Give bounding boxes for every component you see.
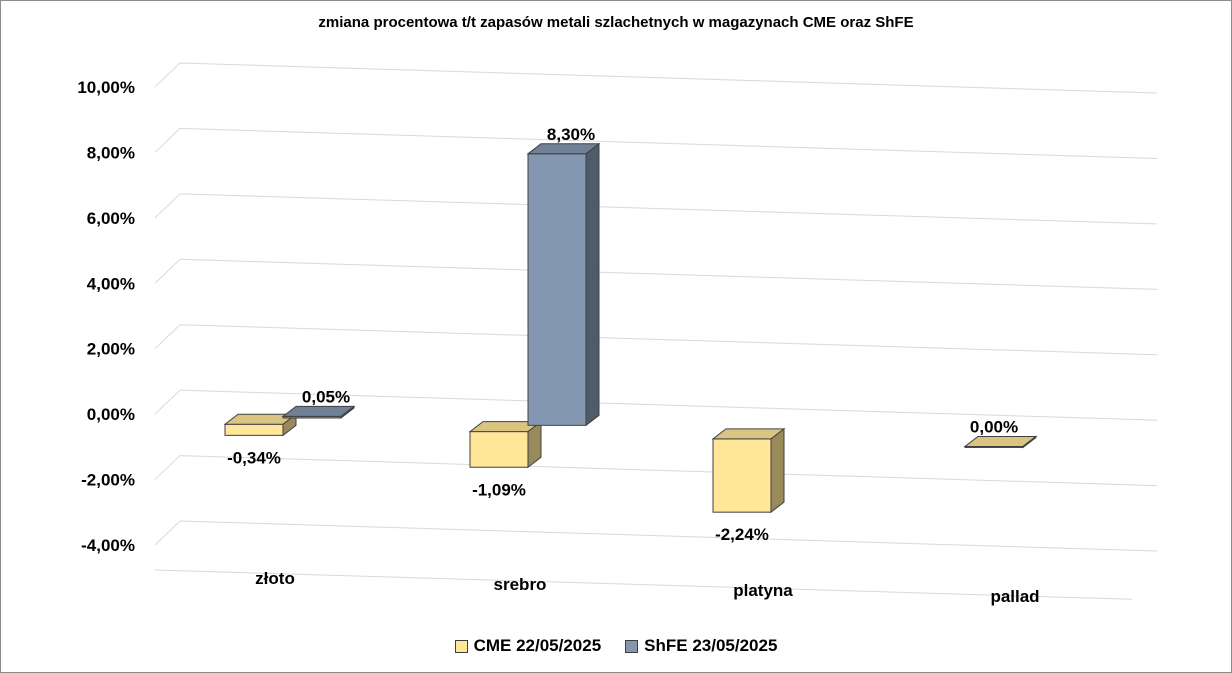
y-tick-label: 8,00% — [87, 143, 135, 162]
bar-side — [770, 427, 785, 514]
x-tick-label: srebro — [494, 575, 547, 594]
bar-pallad-cme — [963, 435, 1038, 449]
data-label: 8,30% — [547, 125, 595, 144]
chart-title: zmiana procentowa t/t zapasów metali szl… — [318, 14, 914, 31]
data-label: 0,05% — [302, 387, 350, 406]
legend-label-cme: CME 22/05/2025 — [473, 636, 602, 655]
gridline — [154, 62, 1158, 94]
data-label: -1,09% — [472, 480, 526, 499]
y-tick-label: 4,00% — [87, 274, 135, 293]
y-tick-label: -4,00% — [81, 536, 135, 555]
gridline — [154, 193, 1158, 225]
gridline — [154, 520, 1158, 552]
bar-złoto-shfe — [281, 405, 356, 419]
y-tick-label: 2,00% — [87, 340, 135, 359]
bar-front — [469, 431, 529, 468]
bar-side — [1022, 435, 1037, 449]
data-label: -0,34% — [227, 448, 281, 467]
bar-front — [527, 153, 587, 426]
gridline — [154, 324, 1158, 356]
legend-swatch-cme — [454, 639, 468, 653]
bar-front — [712, 438, 772, 513]
bar-front — [224, 423, 284, 436]
bar-side — [340, 405, 355, 419]
y-tick-label: 6,00% — [87, 209, 135, 228]
legend: CME 22/05/2025 ShFE 23/05/2025 — [0, 636, 1232, 656]
y-tick-label: 0,00% — [87, 405, 135, 424]
gridline — [154, 455, 1158, 487]
bar-srebro-cme — [468, 420, 543, 469]
legend-item-cme: CME 22/05/2025 — [454, 636, 602, 656]
bar-srebro-shfe — [526, 142, 601, 427]
bar-platyna-cme — [711, 427, 786, 514]
y-tick-label: -2,00% — [81, 471, 135, 490]
data-label: -2,24% — [715, 525, 769, 544]
floor-line — [154, 569, 1133, 600]
gridline — [154, 389, 1158, 421]
gridline — [154, 258, 1158, 290]
x-tick-label: platyna — [733, 581, 793, 600]
y-tick-label: 10,00% — [77, 78, 135, 97]
data-label: 0,00% — [970, 417, 1018, 436]
legend-item-shfe: ShFE 23/05/2025 — [625, 636, 777, 656]
x-tick-label: pallad — [990, 587, 1039, 606]
legend-label-shfe: ShFE 23/05/2025 — [644, 636, 778, 655]
bar-side — [585, 142, 600, 427]
x-tick-label: złoto — [255, 569, 295, 588]
legend-swatch-shfe — [625, 639, 639, 653]
gridline — [154, 127, 1158, 159]
